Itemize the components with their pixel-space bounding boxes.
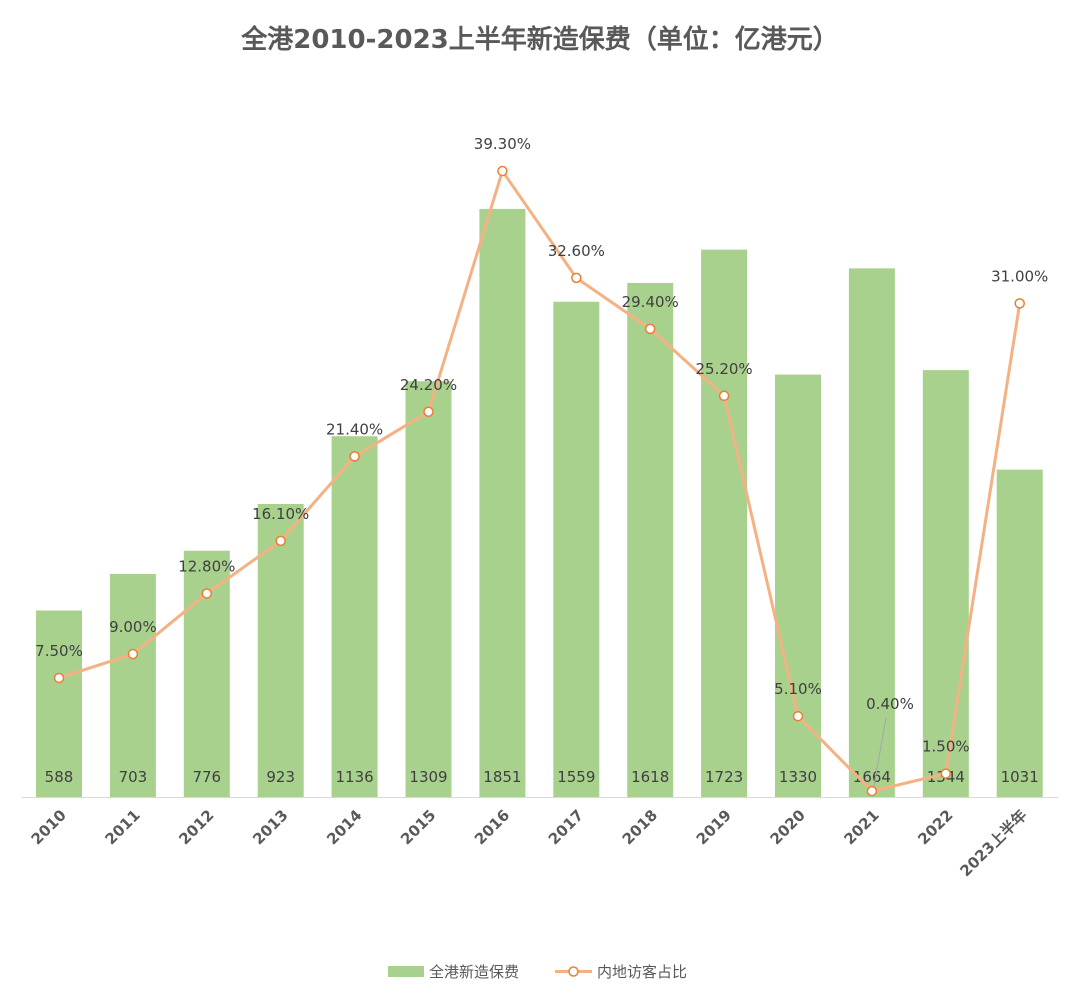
line-value-label: 12.80% — [178, 557, 235, 575]
bar — [922, 370, 969, 798]
line-marker — [497, 165, 508, 177]
line-value-label: 1.50% — [922, 738, 970, 756]
line-value-label: 39.30% — [474, 135, 531, 153]
x-tick-label: 2018 — [619, 806, 661, 848]
bar — [109, 573, 156, 798]
x-tick-label: 2011 — [101, 806, 143, 848]
line-marker — [127, 648, 139, 660]
line-marker — [718, 390, 730, 402]
bar-value-label: 923 — [266, 768, 295, 786]
bar-value-label: 1330 — [779, 768, 817, 786]
x-tick-label: 2016 — [471, 806, 513, 848]
bar-labels: 588 703 776 923 1136 1309 1851 1559 1618 1723 1330… — [45, 768, 1039, 786]
line-marker — [792, 710, 804, 722]
bar — [553, 301, 600, 798]
line-value-label: 32.60% — [548, 242, 605, 260]
bar-value-label: 1136 — [336, 768, 374, 786]
line-value-label: 16.10% — [252, 505, 309, 523]
line-value-label: 29.40% — [622, 293, 679, 311]
bar — [701, 249, 748, 798]
leader-line — [873, 717, 887, 787]
bar-value-label: 1031 — [1001, 768, 1039, 786]
x-tick-label: 2019 — [693, 806, 735, 848]
line-marker — [571, 272, 582, 284]
bar-value-label: 588 — [45, 768, 74, 786]
bar — [848, 268, 895, 798]
line-marker — [201, 588, 213, 599]
line-path — [58, 169, 1022, 793]
line-marker — [940, 768, 952, 779]
bar-value-label: 703 — [119, 768, 148, 786]
bar — [775, 374, 821, 798]
x-tick-label: 2021 — [840, 806, 882, 848]
x-tick-label: 2014 — [323, 806, 365, 848]
legend-marker — [568, 966, 579, 977]
bar-value-label: 1309 — [409, 768, 447, 786]
bar — [183, 550, 230, 798]
bar-value-label: 1559 — [557, 768, 595, 786]
x-tick-label: 2023上半年 — [956, 806, 1030, 880]
bar — [996, 469, 1043, 798]
line-marker — [53, 672, 65, 684]
x-tick-label: 2022 — [914, 806, 956, 848]
x-axis-ticks: 2010 2011 2012 2013 2014 2015 2016 2017 2018 2019… — [28, 806, 1031, 880]
x-tick-label: 2010 — [28, 806, 70, 848]
legend-label-bar: 全港新造保费 — [429, 963, 519, 981]
bar-value-label: 776 — [192, 768, 221, 786]
x-tick-label: 2020 — [767, 806, 809, 848]
line-value-label: 25.20% — [695, 360, 752, 378]
line-marker — [423, 406, 434, 418]
bar — [405, 381, 452, 798]
x-tick-label: 2012 — [175, 806, 217, 848]
line-marker — [349, 451, 360, 462]
x-tick-label: 2017 — [545, 806, 587, 848]
line-marker — [1014, 298, 1025, 309]
bar — [479, 208, 526, 798]
legend-swatch-bar — [388, 966, 424, 977]
bar — [331, 436, 378, 798]
bar-series — [36, 208, 1043, 798]
line-value-label: 5.10% — [774, 680, 822, 698]
bar — [257, 503, 304, 798]
line-value-label: 31.00% — [991, 267, 1048, 285]
line-series: 7.50% 9.00% 12.80% 16.10% 21.40% 24.20% 39.30%… — [35, 135, 1048, 797]
x-tick-label: 2013 — [249, 806, 291, 848]
line-marker — [866, 785, 878, 797]
line-marker — [275, 535, 286, 547]
line-value-label: 9.00% — [109, 618, 157, 636]
line-marker — [644, 323, 656, 335]
legend-label-line: 内地访客占比 — [597, 963, 687, 981]
bar-value-label: 1618 — [631, 768, 669, 786]
legend: 全港新造保费 内地访客占比 — [388, 963, 687, 981]
bar — [36, 610, 82, 798]
line-value-label: 24.20% — [400, 376, 457, 394]
line-value-label: 21.40% — [326, 420, 383, 438]
line-value-label: 7.50% — [35, 642, 83, 660]
chart-title: 全港2010-2023上半年新造保费（单位：亿港元） — [240, 24, 839, 55]
bar-value-label: 1851 — [483, 768, 521, 786]
x-tick-label: 2015 — [397, 806, 439, 848]
line-value-label: 0.40% — [866, 695, 914, 713]
bar-value-label: 1723 — [705, 768, 743, 786]
bar — [627, 282, 674, 798]
